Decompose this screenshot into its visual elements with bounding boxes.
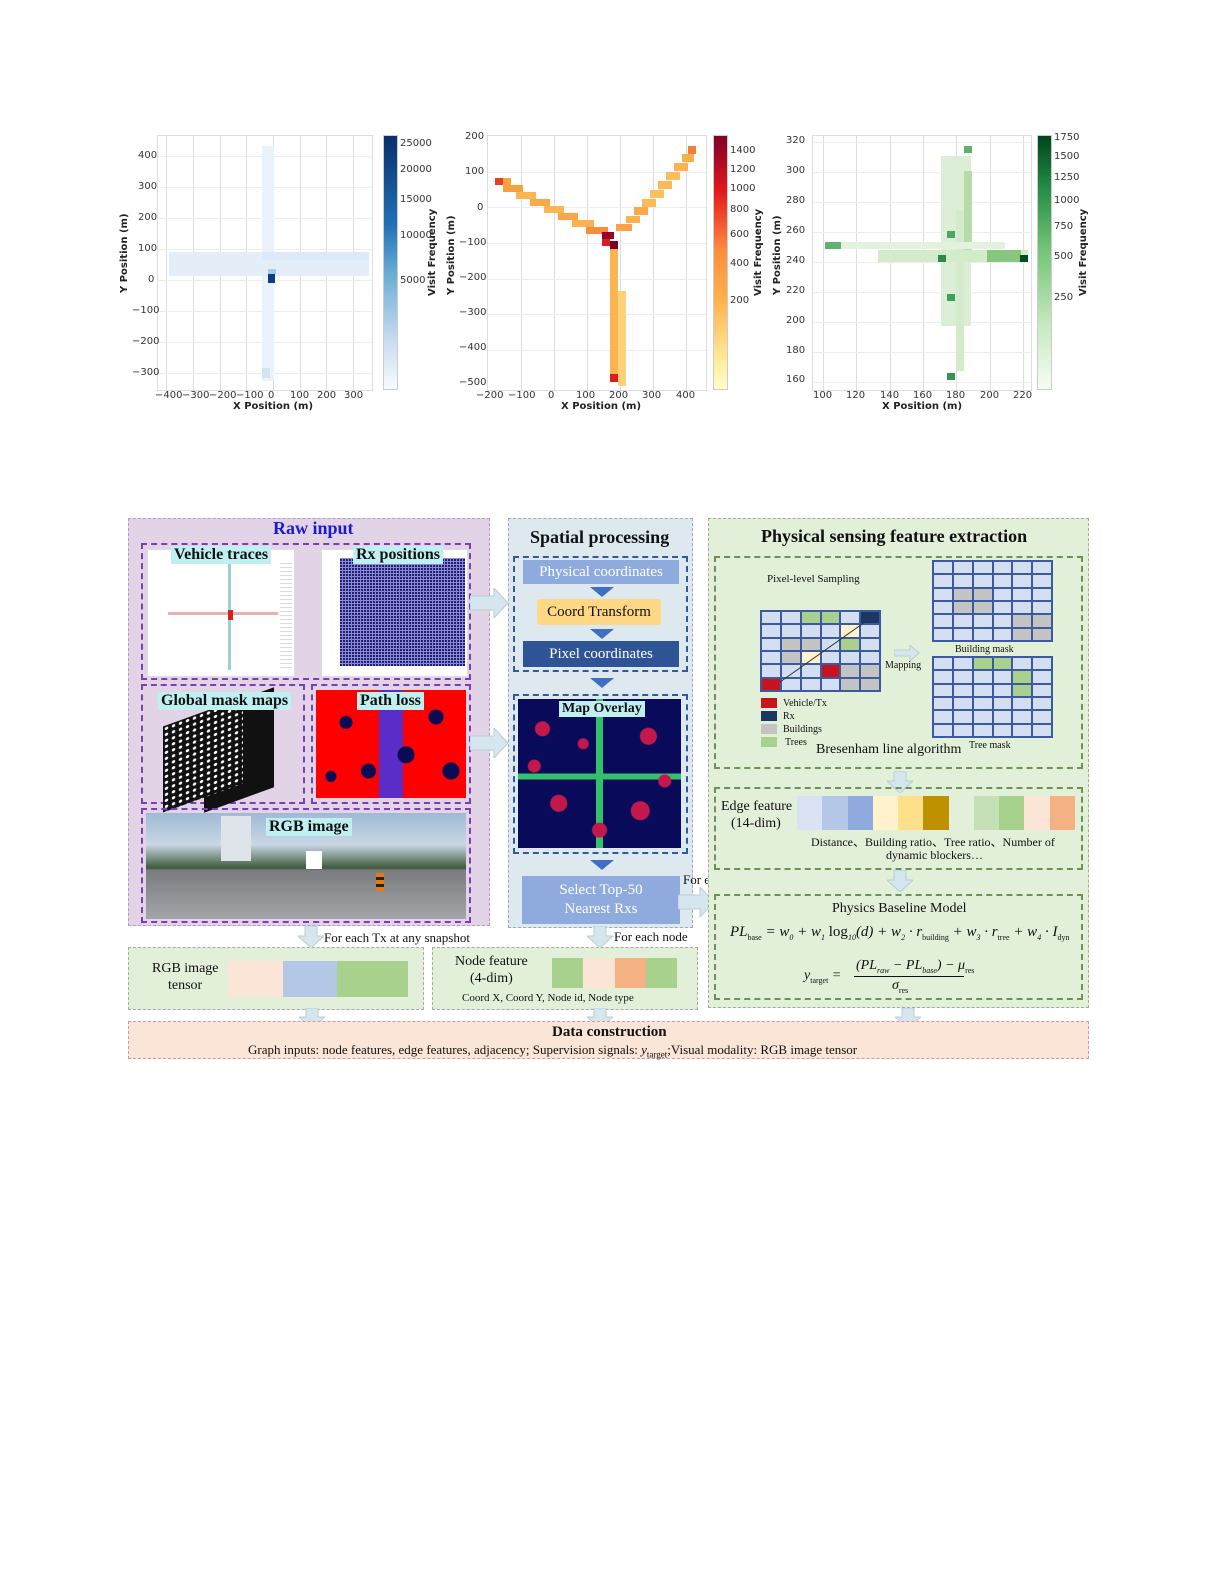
for-each-tx-label: For each Tx at any snapshot: [324, 930, 470, 945]
legend-swatch-trees: [761, 737, 777, 747]
arrow-down-icon: [298, 926, 324, 948]
physical-coordinates-box: Physical coordinates: [523, 560, 679, 584]
pl-base-equation: PLbase = w0 + w1 log10(d) + w2 · rbuildi…: [730, 924, 1070, 942]
arrow-right-icon: [678, 887, 715, 917]
rgb-image-box: [141, 808, 471, 923]
vehicle-traces-image: [147, 549, 295, 677]
rx-positions-image: [321, 549, 468, 677]
arrow-down-icon: [590, 860, 614, 870]
legend-trees-label: Trees: [785, 737, 807, 748]
global-mask-maps-label: Global mask maps: [158, 692, 292, 710]
node-feature-desc: Coord X, Coord Y, Node id, Node type: [462, 992, 634, 1004]
physics-model-box: [714, 894, 1083, 1000]
coord-pipeline-box: [513, 556, 688, 672]
legend-buildings-label: Buildings: [783, 724, 822, 735]
plot-area: [487, 135, 707, 391]
select-top-line2: Nearest Rxs: [564, 901, 638, 917]
edge-feature-label-2: (14-dim): [731, 816, 781, 831]
arrow-down-icon: [590, 587, 614, 597]
rx-positions-label: Rx positions: [353, 546, 444, 564]
building-mask-label: Building mask: [955, 644, 1014, 655]
legend-swatch-vehicle: [761, 698, 777, 708]
legend-rx-label: Rx: [783, 711, 795, 722]
plot-area: [812, 135, 1032, 391]
rgb-tensor-cube: [228, 961, 408, 997]
physics-model-title: Physics Baseline Model: [832, 901, 967, 916]
mapping-label: Mapping: [885, 660, 922, 671]
arrow-right-icon: [470, 728, 509, 758]
vehicle-traces-label: Vehicle traces: [171, 546, 272, 564]
node-feature-label-2: (4-dim): [470, 971, 513, 986]
legend-swatch-rx: [761, 711, 777, 721]
plot-area: [157, 135, 373, 391]
rgb-tensor-label-2: tensor: [168, 978, 203, 993]
path-loss-label: Path loss: [357, 692, 424, 710]
data-construction-text: Graph inputs: node features, edge featur…: [248, 1042, 858, 1060]
legend-swatch-buildings: [761, 724, 777, 734]
tree-mask-label: Tree mask: [969, 740, 1011, 751]
colorbar: [713, 135, 728, 390]
rgb-image-label: RGB image: [266, 818, 352, 836]
edge-feature-desc-1: Distance、Building ratio、Tree ratio、Numbe…: [811, 835, 1055, 849]
coord-transform-box: Coord Transform: [537, 599, 661, 625]
arrow-down-icon: [587, 926, 613, 948]
arrow-down-icon: [887, 870, 913, 892]
legend-vehicle-label: Vehicle/Tx: [783, 698, 827, 709]
map-overlay-label: Map Overlay: [559, 701, 645, 717]
sampling-box: [714, 556, 1083, 769]
physical-sensing-title: Physical sensing feature extraction: [761, 526, 1028, 546]
edge-feature-label-1: Edge feature: [721, 799, 793, 814]
map-overlay-image: [518, 699, 681, 848]
bresenham-line: [779, 621, 866, 683]
colorbar: [383, 135, 398, 390]
arrow-down-icon: [590, 629, 614, 639]
arrow-down-icon: [590, 678, 614, 688]
select-top-box: Select Top-50 Nearest Rxs: [522, 876, 680, 924]
edge-feature-tensor: [797, 796, 1075, 830]
raw-input-title: Raw input: [273, 518, 354, 538]
rgb-tensor-label-1: RGB image: [152, 961, 219, 976]
tree-mask-grid: [932, 656, 1053, 738]
sampling-grid: [760, 610, 881, 692]
pixel-coordinates-box: Pixel coordinates: [523, 641, 679, 667]
raw-top-box: [141, 543, 471, 680]
pixel-sampling-label: Pixel-level Sampling: [767, 573, 860, 585]
building-mask-grid: [932, 560, 1053, 642]
colorbar: [1037, 135, 1052, 390]
node-feature-cube: [552, 958, 677, 988]
edge-feature-desc-2: dynamic blockers…: [886, 848, 983, 862]
node-feature-label-1: Node feature: [455, 954, 528, 969]
edge-feature-box: [714, 787, 1083, 870]
spatial-processing-title: Spatial processing: [530, 527, 670, 547]
data-construction-panel: [128, 1021, 1089, 1059]
arrow-right-icon: [470, 588, 509, 618]
for-each-node-label: For each node: [614, 929, 688, 944]
bresenham-label: Bresenham line algorithm: [816, 742, 962, 757]
select-top-line1: Select Top-50: [559, 882, 643, 898]
map-overlay-box: [513, 694, 688, 854]
data-construction-title: Data construction: [552, 1024, 667, 1040]
mapping-arrow-icon: [894, 645, 920, 661]
